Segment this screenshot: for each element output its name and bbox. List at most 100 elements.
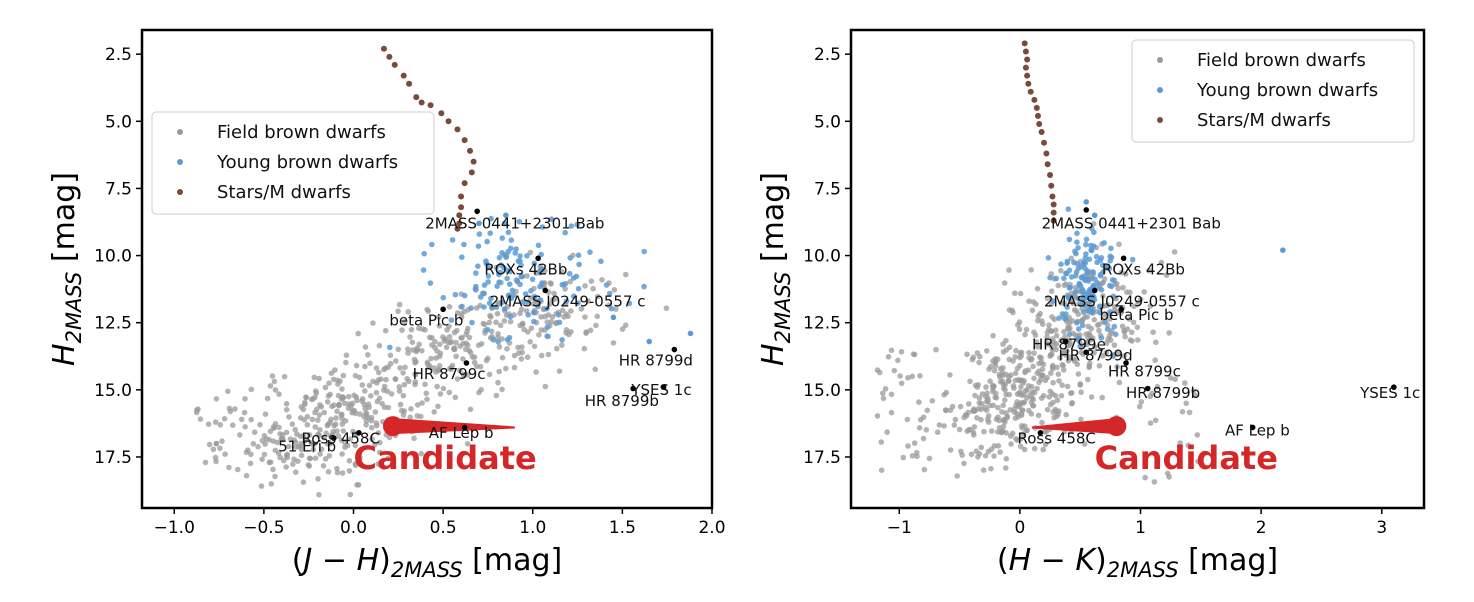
field-dwarf-point xyxy=(316,491,322,498)
star-point xyxy=(1027,88,1034,95)
field-dwarf-point xyxy=(435,367,442,374)
field-dwarf-point xyxy=(983,407,990,413)
field-dwarf-point xyxy=(452,394,459,401)
field-dwarf-point xyxy=(383,376,389,383)
field-dwarf-point xyxy=(1108,330,1114,336)
field-dwarf-point xyxy=(445,339,452,345)
field-dwarf-point xyxy=(997,449,1003,455)
field-dwarf-point xyxy=(587,327,594,334)
young-dwarf-point xyxy=(1107,258,1113,264)
field-dwarf-point xyxy=(904,416,911,423)
field-dwarf-point xyxy=(549,314,556,320)
field-dwarf-point xyxy=(1069,400,1076,406)
young-dwarf-point xyxy=(519,299,526,305)
field-dwarf-point xyxy=(1111,342,1118,348)
field-dwarf-point xyxy=(377,439,383,446)
field-dwarf-point xyxy=(1048,370,1054,377)
field-dwarf-point xyxy=(321,434,327,441)
star-point xyxy=(1049,193,1056,200)
field-dwarf-point xyxy=(1017,362,1023,369)
field-dwarf-point xyxy=(1138,399,1145,405)
field-dwarf-point xyxy=(467,349,474,356)
field-dwarf-point xyxy=(267,459,274,466)
young-dwarf-point xyxy=(525,312,531,318)
field-dwarf-point xyxy=(533,369,539,375)
field-dwarf-point xyxy=(941,423,947,429)
field-dwarf-point xyxy=(234,466,241,473)
field-dwarf-point xyxy=(323,430,330,437)
field-dwarf-point xyxy=(1002,419,1008,425)
young-dwarf-point xyxy=(1093,253,1100,260)
field-dwarf-point xyxy=(909,453,916,459)
field-dwarf-point xyxy=(1119,323,1126,330)
field-dwarf-point xyxy=(305,462,312,468)
young-dwarf-point xyxy=(485,273,492,279)
field-dwarf-point xyxy=(987,378,993,385)
y-tick-label: 2.5 xyxy=(105,45,132,65)
field-dwarf-point xyxy=(486,371,493,378)
field-dwarf-point xyxy=(1146,267,1152,274)
field-dwarf-point xyxy=(330,376,337,383)
young-dwarf-point xyxy=(1106,265,1113,272)
candidate-label: Candidate xyxy=(1095,439,1278,477)
young-dwarf-point xyxy=(475,243,482,249)
field-dwarf-point xyxy=(496,344,503,350)
field-dwarf-point xyxy=(375,430,382,436)
field-dwarf-point xyxy=(957,403,964,410)
named-object-point xyxy=(671,346,678,353)
field-dwarf-point xyxy=(413,348,420,355)
named-object-point xyxy=(461,424,468,431)
field-dwarf-point xyxy=(1051,342,1058,348)
field-dwarf-point xyxy=(499,386,505,393)
field-dwarf-point xyxy=(378,376,384,383)
field-dwarf-point xyxy=(345,393,352,400)
field-dwarf-point xyxy=(376,395,383,402)
field-dwarf-point xyxy=(1003,391,1009,398)
young-dwarf-point xyxy=(1050,298,1057,304)
field-dwarf-point xyxy=(1091,316,1098,323)
star-point xyxy=(1047,172,1054,179)
named-object-point xyxy=(1144,385,1151,392)
field-dwarf-point xyxy=(1179,409,1186,415)
field-dwarf-point xyxy=(453,339,459,346)
field-dwarf-point xyxy=(368,424,375,431)
named-object-point xyxy=(660,384,667,390)
young-dwarf-point xyxy=(1092,276,1098,283)
field-dwarf-point xyxy=(349,407,356,413)
field-dwarf-point xyxy=(920,414,927,421)
named-object-point xyxy=(630,385,636,392)
field-dwarf-point xyxy=(1044,334,1050,340)
field-dwarf-point xyxy=(283,401,290,407)
field-dwarf-point xyxy=(370,320,376,326)
named-object-label: YSES 1c xyxy=(630,381,691,399)
young-dwarf-point xyxy=(1102,319,1108,325)
young-dwarf-point xyxy=(427,280,434,286)
young-dwarf-point xyxy=(1083,251,1089,257)
field-dwarf-point xyxy=(446,304,453,310)
field-dwarf-point xyxy=(497,322,504,329)
named-object-label: beta Pic b xyxy=(1100,306,1174,324)
field-dwarf-point xyxy=(325,393,332,399)
named-object-point xyxy=(1118,306,1125,313)
young-dwarf-point xyxy=(509,287,516,294)
star-point xyxy=(1050,209,1057,216)
field-dwarf-point xyxy=(1121,353,1128,359)
field-dwarf-point xyxy=(963,413,970,419)
star-point xyxy=(1048,182,1055,189)
field-dwarf-point xyxy=(212,419,219,425)
field-dwarf-point xyxy=(1012,290,1018,297)
field-dwarf-point xyxy=(990,332,996,339)
field-dwarf-point xyxy=(1035,317,1041,324)
field-dwarf-point xyxy=(342,444,348,451)
field-dwarf-point xyxy=(213,458,219,465)
field-dwarf-point xyxy=(1006,307,1013,313)
field-dwarf-point xyxy=(1141,289,1147,295)
field-dwarf-point xyxy=(269,373,276,379)
field-dwarf-point xyxy=(372,409,379,415)
star-point xyxy=(458,204,465,211)
field-dwarf-point xyxy=(967,426,974,433)
field-dwarf-point xyxy=(334,469,341,476)
young-dwarf-point xyxy=(1064,304,1070,311)
candidate-label: Candidate xyxy=(354,439,537,477)
field-dwarf-point xyxy=(1022,368,1029,374)
